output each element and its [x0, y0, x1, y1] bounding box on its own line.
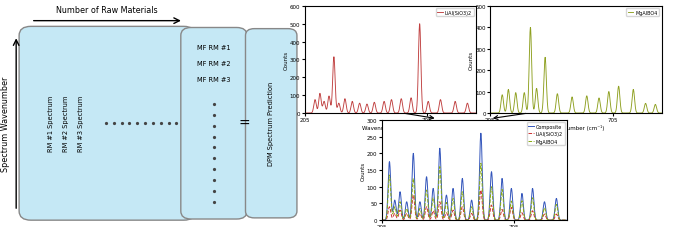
MgAlBO4 — [522, 219, 531, 222]
X-axis label: Wavenumber (cm⁻¹): Wavenumber (cm⁻¹) — [547, 124, 604, 130]
LiAl(SiO3)2 — [452, 219, 461, 221]
Y-axis label: Counts: Counts — [284, 51, 288, 70]
Text: RM #1 Spectrum: RM #1 Spectrum — [48, 96, 55, 152]
Composite — [452, 218, 461, 220]
Composite — [526, 216, 534, 219]
Text: DPM Spectrum Prediction: DPM Spectrum Prediction — [268, 82, 274, 166]
Text: MF RM #3: MF RM #3 — [197, 76, 231, 82]
Composite — [377, 219, 386, 222]
Composite — [396, 192, 405, 195]
Legend: MgAlBO4: MgAlBO4 — [626, 9, 659, 17]
Composite — [459, 185, 468, 188]
MgAlBO4 — [396, 201, 405, 204]
LiAl(SiO3)2 — [522, 219, 531, 222]
LiAl(SiO3)2 — [377, 219, 386, 222]
Text: Number of Raw Materials: Number of Raw Materials — [57, 6, 158, 15]
FancyBboxPatch shape — [181, 28, 247, 219]
Composite — [477, 132, 485, 135]
Composite — [522, 219, 531, 222]
Composite — [505, 212, 513, 214]
X-axis label: Wavenumber (cm⁻¹): Wavenumber (cm⁻¹) — [362, 124, 419, 130]
Text: RM #2 Spectrum: RM #2 Spectrum — [63, 96, 69, 152]
MgAlBO4 — [459, 196, 468, 199]
MgAlBO4 — [526, 217, 534, 220]
Line: LiAl(SiO3)2: LiAl(SiO3)2 — [382, 190, 567, 220]
MgAlBO4 — [477, 162, 485, 165]
LiAl(SiO3)2 — [396, 209, 405, 212]
Text: =: = — [239, 117, 251, 131]
MgAlBO4 — [377, 219, 386, 222]
Legend: Composite, LiAl(SiO3)2, MgAlBO4: Composite, LiAl(SiO3)2, MgAlBO4 — [526, 123, 565, 146]
Composite — [563, 219, 571, 222]
Text: RM #3 Spectrum: RM #3 Spectrum — [78, 96, 84, 152]
Line: Composite: Composite — [382, 134, 567, 220]
Text: MF RM #1: MF RM #1 — [197, 45, 231, 51]
Line: MgAlBO4: MgAlBO4 — [382, 164, 567, 220]
LiAl(SiO3)2 — [477, 189, 485, 192]
Text: MF RM #2: MF RM #2 — [197, 61, 231, 67]
MgAlBO4 — [505, 215, 513, 217]
Legend: LiAl(SiO3)2: LiAl(SiO3)2 — [435, 9, 474, 17]
LiAl(SiO3)2 — [459, 208, 468, 211]
LiAl(SiO3)2 — [526, 218, 534, 221]
MgAlBO4 — [452, 218, 461, 221]
FancyBboxPatch shape — [19, 27, 195, 220]
Y-axis label: Counts: Counts — [360, 161, 365, 180]
MgAlBO4 — [563, 219, 571, 222]
LiAl(SiO3)2 — [563, 219, 571, 222]
FancyBboxPatch shape — [246, 30, 297, 218]
Y-axis label: Counts: Counts — [469, 51, 474, 70]
LiAl(SiO3)2 — [505, 216, 513, 219]
Text: Spectrum Wavenumber: Spectrum Wavenumber — [1, 76, 10, 171]
